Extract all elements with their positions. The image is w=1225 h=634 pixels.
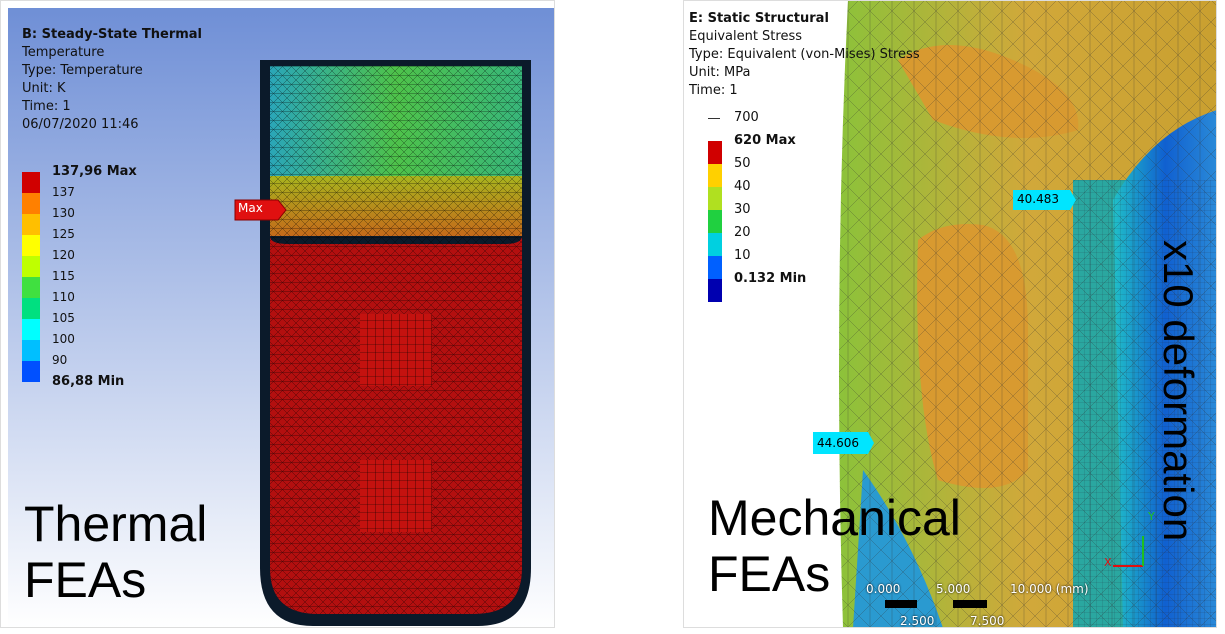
legend-swatch — [708, 256, 722, 279]
info-title: E: Static Structural — [689, 10, 920, 28]
info-line: Time: 1 — [689, 82, 920, 100]
block-mesh — [360, 460, 432, 532]
probe-label: 40.483 — [1017, 192, 1059, 206]
legend-swatch — [708, 233, 722, 256]
legend-label: 620 Max — [734, 133, 796, 148]
info-line: Time: 1 — [22, 98, 202, 116]
info-block: B: Steady-State Thermal Temperature Type… — [22, 26, 202, 134]
probe-label: 44.606 — [817, 436, 859, 450]
info-line: 06/07/2020 11:46 — [22, 116, 202, 134]
info-title: B: Steady-State Thermal — [22, 26, 202, 44]
axis-label: X — [1104, 556, 1112, 569]
info-line: Type: Equivalent (von-Mises) Stress — [689, 46, 920, 64]
info-line: Type: Temperature — [22, 62, 202, 80]
legend-label: 0.132 Min — [734, 271, 806, 286]
caption-line: Mechanical — [708, 490, 961, 546]
caption-line: FEAs — [24, 552, 207, 608]
legend-swatch — [22, 235, 40, 256]
info-line: Equivalent Stress — [689, 28, 920, 46]
legend-label: 120 — [52, 248, 75, 262]
legend-label: 100 — [52, 332, 75, 346]
legend-label: 110 — [52, 290, 75, 304]
legend-label: 115 — [52, 269, 75, 283]
legend-swatch — [22, 172, 40, 193]
legend-swatch — [708, 164, 722, 187]
legend-swatch — [22, 319, 40, 340]
legend-swatch — [22, 214, 40, 235]
legend-label: 86,88 Min — [52, 374, 124, 389]
legend-swatch — [708, 210, 722, 233]
figure: B: Steady-State Thermal Temperature Type… — [0, 0, 1225, 634]
block-mesh — [360, 314, 432, 386]
legend-swatch — [708, 141, 722, 164]
probe-label: Max — [238, 201, 263, 215]
legend-swatch — [22, 298, 40, 319]
axis-label: Y — [1148, 510, 1155, 523]
legend-swatch — [22, 277, 40, 298]
scale-label: 7.500 — [970, 614, 1004, 628]
legend-swatch — [22, 340, 40, 361]
legend-swatch — [22, 193, 40, 214]
legend-label: 105 — [52, 311, 75, 325]
info-line: Unit: MPa — [689, 64, 920, 82]
legend-label: 137 — [52, 185, 75, 199]
legend-label: 137,96 Max — [52, 164, 137, 179]
legend-label: 30 — [734, 202, 751, 217]
caption-line: FEAs — [708, 546, 961, 602]
info-line: Temperature — [22, 44, 202, 62]
legend-tick — [708, 118, 720, 119]
deformation-note: x10 deformation — [1162, 240, 1202, 284]
legend-swatch — [22, 361, 40, 382]
scale-label: 10.000 (mm) — [1010, 582, 1089, 596]
info-block: E: Static Structural Equivalent Stress T… — [689, 10, 920, 100]
legend-swatch — [22, 256, 40, 277]
caption: Mechanical FEAs — [708, 490, 961, 602]
legend-label: 125 — [52, 227, 75, 241]
legend-label: 130 — [52, 206, 75, 220]
legend-label: 50 — [734, 156, 751, 171]
legend-label: 700 — [734, 110, 759, 125]
legend-swatch — [708, 279, 722, 302]
legend-label: 90 — [52, 353, 67, 367]
scale-label: 2.500 — [900, 614, 934, 628]
legend-label: 10 — [734, 248, 751, 263]
legend-label: 40 — [734, 179, 751, 194]
info-line: Unit: K — [22, 80, 202, 98]
legend-swatch — [708, 187, 722, 210]
caption: Thermal FEAs — [24, 496, 207, 608]
caption-line: Thermal — [24, 496, 207, 552]
legend-label: 20 — [734, 225, 751, 240]
